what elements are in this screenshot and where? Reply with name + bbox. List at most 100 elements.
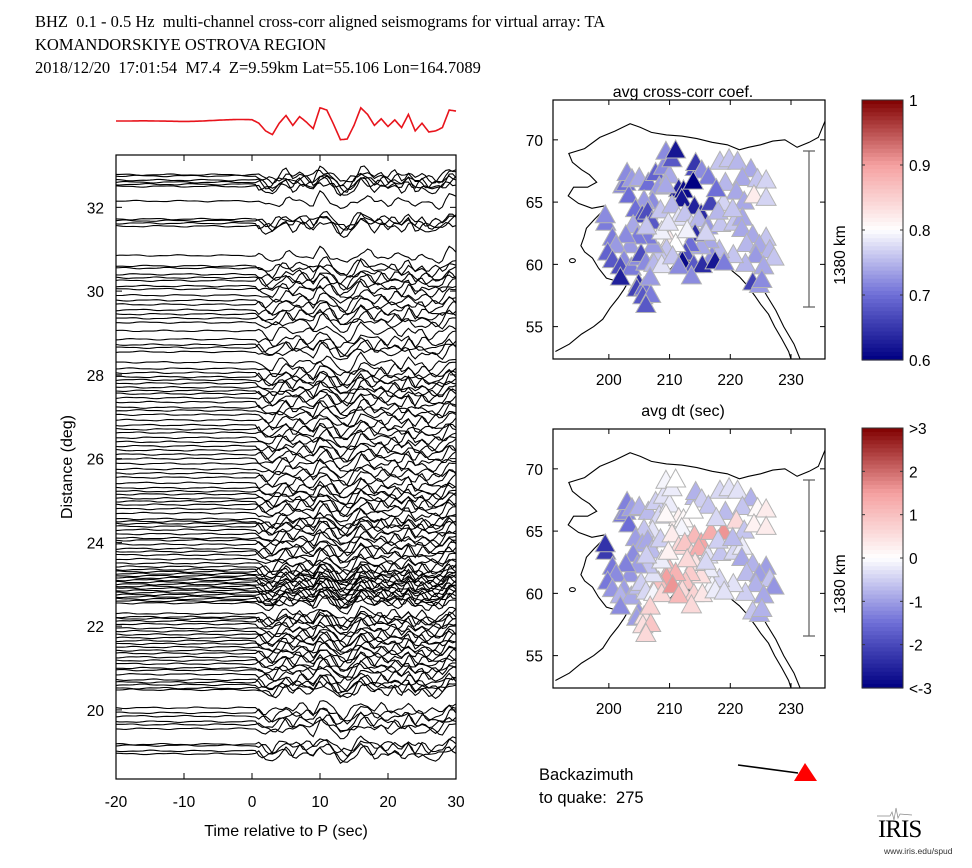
station-marker [657, 540, 680, 560]
colorbar-band [862, 578, 903, 583]
station-marker [619, 562, 641, 583]
colorbar-band [862, 586, 903, 592]
station-marker [743, 512, 765, 533]
seismogram-trace [116, 531, 456, 552]
colorbar-band [862, 217, 903, 223]
colorbar-band [862, 234, 903, 239]
colorbar-band [862, 295, 903, 300]
seismogram-trace [116, 608, 456, 630]
colorbar-band [862, 436, 903, 441]
station-marker [743, 183, 765, 204]
seismogram-trace [116, 454, 456, 473]
colorbar-band [862, 355, 903, 361]
colorbar-band [862, 278, 903, 284]
x-tick-label: 20 [379, 794, 397, 811]
colorbar-band [862, 286, 903, 292]
title-line-2: KOMANDORSKIYE OSTROVA REGION [35, 35, 327, 54]
colorbar-band [862, 311, 903, 316]
colorbar-band [862, 639, 903, 644]
colorbar-tick-label: 1 [909, 93, 918, 110]
seismogram-trace [116, 539, 456, 559]
station-marker [707, 529, 729, 549]
seismogram-trace [116, 627, 456, 648]
colorbar-band [862, 136, 903, 142]
colorbar-band [862, 197, 903, 203]
seismogram-trace [116, 704, 456, 725]
colorbar-band [862, 468, 903, 474]
seismogram-trace [116, 736, 456, 755]
colorbar-band [862, 480, 903, 486]
seismogram-trace [116, 706, 456, 726]
colorbar-band [862, 262, 903, 268]
colorbar-band [862, 258, 903, 264]
seismogram-trace [116, 210, 456, 231]
colorbar-band [862, 594, 903, 600]
seismogram-trace [116, 647, 456, 668]
colorbar-band [862, 667, 903, 673]
scale-bar-label: 1380 km [832, 554, 849, 613]
colorbar-band [862, 598, 903, 604]
map-avg-dt-title: avg dt (sec) [641, 403, 725, 420]
y-tick-label: 60 [526, 586, 544, 603]
map-content [555, 120, 825, 359]
colorbar-band [862, 529, 903, 535]
stacked-trace [116, 106, 457, 141]
seismogram-trace [116, 165, 456, 187]
colorbar-tick-label: 0.7 [909, 288, 931, 305]
colorbar-band [862, 663, 903, 669]
x-tick-label: -20 [105, 794, 128, 811]
seismogram-trace [116, 284, 456, 305]
seismogram-trace [116, 428, 456, 448]
colorbar-band [862, 152, 903, 158]
station-marker [726, 479, 749, 499]
seismogram-trace [116, 480, 456, 501]
seismogram-trace [116, 665, 456, 684]
colorbar-band [862, 521, 903, 527]
colorbar-band [862, 181, 903, 186]
seismogram-trace [116, 631, 456, 652]
colorbar-tick-label: 2 [909, 464, 918, 481]
colorbar-band [862, 553, 903, 559]
y-tick-label: 28 [87, 368, 104, 385]
colorbar-band [862, 189, 903, 195]
colorbar-band [862, 290, 903, 296]
colorbar-band [862, 282, 903, 288]
station-marker [731, 495, 754, 515]
seismogram-trace [116, 659, 456, 681]
colorbar-band [862, 124, 903, 130]
seismogram-trace [116, 577, 456, 598]
station-marker [721, 526, 744, 547]
colorbar-band [862, 112, 903, 117]
colorbar-band [862, 602, 903, 608]
station-marker [661, 193, 683, 214]
colorbar-band [862, 315, 903, 320]
seismogram-trace [116, 633, 456, 653]
seismogram-trace [116, 442, 456, 463]
seismogram-trace [116, 360, 456, 378]
seismogram-trace [116, 742, 456, 764]
backazimuth-label: Backazimuth [539, 766, 634, 784]
colorbar-band [862, 549, 903, 555]
seismogram-trace [116, 469, 456, 489]
x-tick-label: 30 [447, 794, 465, 811]
station-marker [655, 173, 677, 194]
colorbar-band [862, 517, 903, 523]
colorbar-band [862, 631, 903, 636]
station-marker [695, 550, 717, 570]
colorbar-band [862, 683, 903, 689]
colorbar-band [862, 242, 903, 247]
colorbar-band [862, 635, 903, 640]
station-marker [635, 543, 658, 564]
colorbar-band [862, 679, 903, 685]
seismogram-traces [116, 165, 456, 764]
seismogram-trace [116, 308, 456, 328]
colorbar-band [862, 476, 903, 482]
x-tick-label: -10 [173, 794, 196, 811]
colorbar-band [862, 440, 903, 445]
colorbar-band [862, 108, 903, 113]
colorbar-band [862, 618, 903, 624]
colorbar-band [862, 327, 903, 333]
station-marker [667, 583, 690, 604]
station-marker [615, 223, 637, 244]
